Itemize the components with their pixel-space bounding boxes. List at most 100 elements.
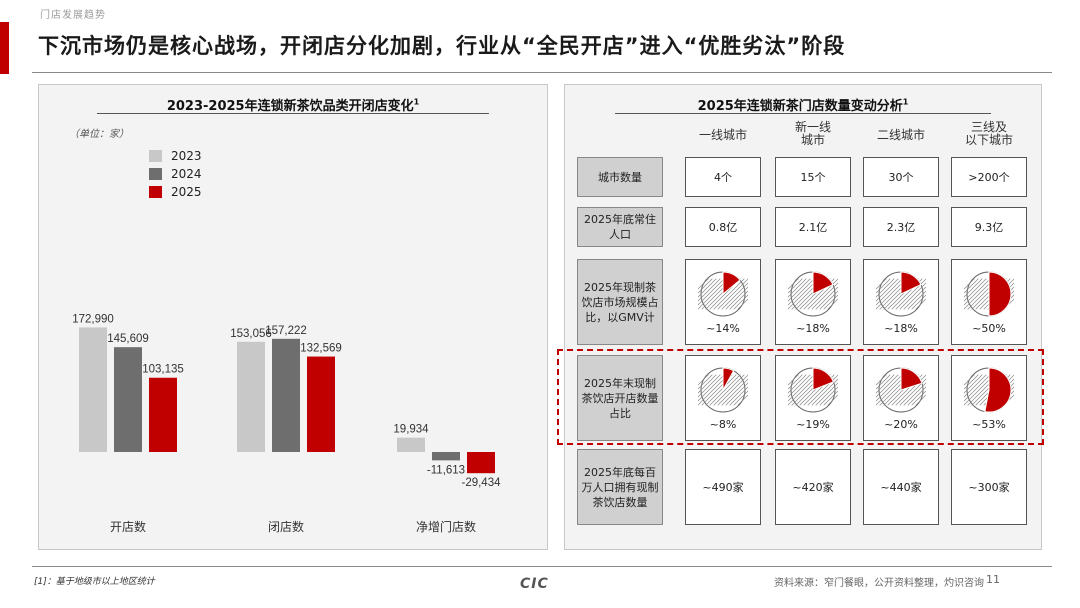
- pie-hatch: [876, 272, 905, 316]
- pie-hatch: [889, 272, 926, 316]
- pie-hatch: [699, 368, 743, 412]
- legend-item-2023: 2023: [149, 147, 202, 165]
- cell-value-4-2: ~440家: [880, 481, 922, 494]
- cell-value-4-0: ~490家: [702, 481, 744, 494]
- pie-hatch: [719, 272, 748, 316]
- pie-hatch: [788, 272, 805, 316]
- pie-chart-2-1: [788, 271, 838, 317]
- cell-value-0-0: 4个: [714, 171, 732, 184]
- row-label-0: 城市数量: [577, 157, 663, 197]
- cell-3-3: ~53%: [951, 355, 1027, 441]
- pie-value-2-2: ~18%: [884, 322, 918, 335]
- source-note: 资料来源：窄门餐眼，公开资料整理，灼识咨询: [774, 578, 984, 589]
- cell-0-2: 30个: [863, 157, 939, 197]
- cell-1-3: 9.3亿: [951, 207, 1027, 247]
- pie-hatch: [876, 368, 893, 412]
- pie-hatch: [964, 368, 993, 412]
- cic-logo: CIC: [520, 576, 549, 592]
- pie-hatch: [788, 368, 805, 412]
- title-divider: [32, 72, 1052, 73]
- pie-hatch: [731, 368, 748, 412]
- pie-hatch: [707, 272, 748, 316]
- pie-chart-3-3: [964, 367, 1014, 413]
- cell-1-2: 2.3亿: [863, 207, 939, 247]
- pie-hatch: [805, 272, 838, 316]
- city-tier-panel: 2025年连锁新茶门店数量变动分析1 一线城市 新一线 城市 二线城市 三线及 以下城…: [557, 84, 1044, 550]
- cell-2-2: ~18%: [863, 259, 939, 345]
- pie-hatch: [964, 272, 993, 316]
- pie-hatch: [885, 272, 926, 316]
- pie-hatch: [723, 272, 748, 316]
- pie-hatch: [797, 368, 838, 412]
- legend-label-2024: 2024: [171, 167, 202, 181]
- pie-value-2-1: ~18%: [796, 322, 830, 335]
- title-accent-bar: [0, 22, 9, 74]
- cell-0-3: >200个: [951, 157, 1027, 197]
- pie-value-3-1: ~19%: [796, 418, 830, 431]
- cell-value-4-1: ~420家: [792, 481, 834, 494]
- pie-chart-3-2: [876, 367, 926, 413]
- legend-swatch-2024: [149, 168, 162, 180]
- pie-hatch: [813, 272, 838, 316]
- bar-2023-2: [397, 437, 425, 452]
- pie-hatch: [876, 272, 901, 316]
- bar-2023-0: [79, 327, 107, 452]
- city-tier-title: 2025年连锁新茶门店数量变动分析1: [697, 97, 909, 114]
- pie-hatch: [711, 368, 748, 412]
- cell-3-2: ~20%: [863, 355, 939, 441]
- pie-slice: [722, 271, 741, 296]
- pie-hatch: [788, 368, 817, 412]
- cell-2-1: ~18%: [775, 259, 851, 345]
- pie-hatch: [723, 368, 748, 412]
- column-header-0: 一线城市: [698, 128, 747, 142]
- pie-hatch: [788, 272, 817, 316]
- pie-hatch: [876, 368, 901, 412]
- highlight-dashed-box: [557, 349, 1044, 445]
- cell-value-0-1: 15个: [800, 171, 826, 184]
- pie-hatch: [698, 368, 739, 412]
- category-label-0: 开店数: [110, 519, 146, 534]
- bar-chart-title-rule: [97, 113, 489, 114]
- cell-value-1-0: 0.8亿: [708, 221, 738, 234]
- pie-hatch: [893, 368, 926, 412]
- bar-2024-0: [114, 347, 142, 452]
- pie-hatch: [901, 272, 926, 316]
- chart-legend: 2023 2024 2025: [149, 147, 202, 201]
- cell-value-0-3: >200个: [968, 171, 1010, 184]
- pie-hatch: [727, 272, 748, 316]
- unit-label: （单位：家）: [69, 129, 129, 140]
- pie-hatch: [698, 272, 727, 316]
- pie-hatch: [731, 272, 748, 316]
- pie-hatch: [964, 368, 989, 412]
- pie-hatch: [893, 272, 926, 316]
- data-label-2025-2: -29,434: [461, 477, 501, 489]
- legend-item-2024: 2024: [149, 165, 202, 183]
- pie-hatch: [901, 368, 926, 412]
- pie-hatch: [698, 272, 723, 316]
- pie-hatch: [788, 368, 809, 412]
- column-header-2: 二线城市: [876, 128, 925, 142]
- pie-hatch: [801, 272, 838, 316]
- pie-chart-2-0: [698, 271, 748, 317]
- bar-2025-2: [467, 452, 495, 474]
- pie-hatch: [889, 368, 926, 412]
- pie-value-2-3: ~50%: [972, 322, 1006, 335]
- column-header-1: 新一线 城市: [794, 120, 831, 147]
- pie-slice: [988, 271, 1012, 317]
- legend-swatch-2023: [149, 150, 162, 162]
- row-label-3: 2025年末现制茶饮店开店数量占比: [577, 355, 663, 441]
- cell-0-0: 4个: [685, 157, 761, 197]
- pie-hatch: [719, 368, 748, 412]
- cell-1-1: 2.1亿: [775, 207, 851, 247]
- pie-hatch: [711, 272, 748, 316]
- cell-3-0: ~8%: [685, 355, 761, 441]
- bar-2023-1: [237, 341, 265, 452]
- page-title: 下沉市场仍是核心战场，开闭店分化加剧，行业从“全民开店”进入“优胜劣汰”阶段: [38, 34, 846, 58]
- pie-hatch: [698, 368, 715, 412]
- bar-chart-title: 2023-2025年连锁新茶饮品类开闭店变化1: [166, 97, 420, 114]
- data-label-2023-0: 172,990: [72, 313, 114, 325]
- pie-value-3-3: ~53%: [972, 418, 1006, 431]
- cell-1-0: 0.8亿: [685, 207, 761, 247]
- pie-hatch: [805, 368, 838, 412]
- cell-value-0-2: 30个: [888, 171, 914, 184]
